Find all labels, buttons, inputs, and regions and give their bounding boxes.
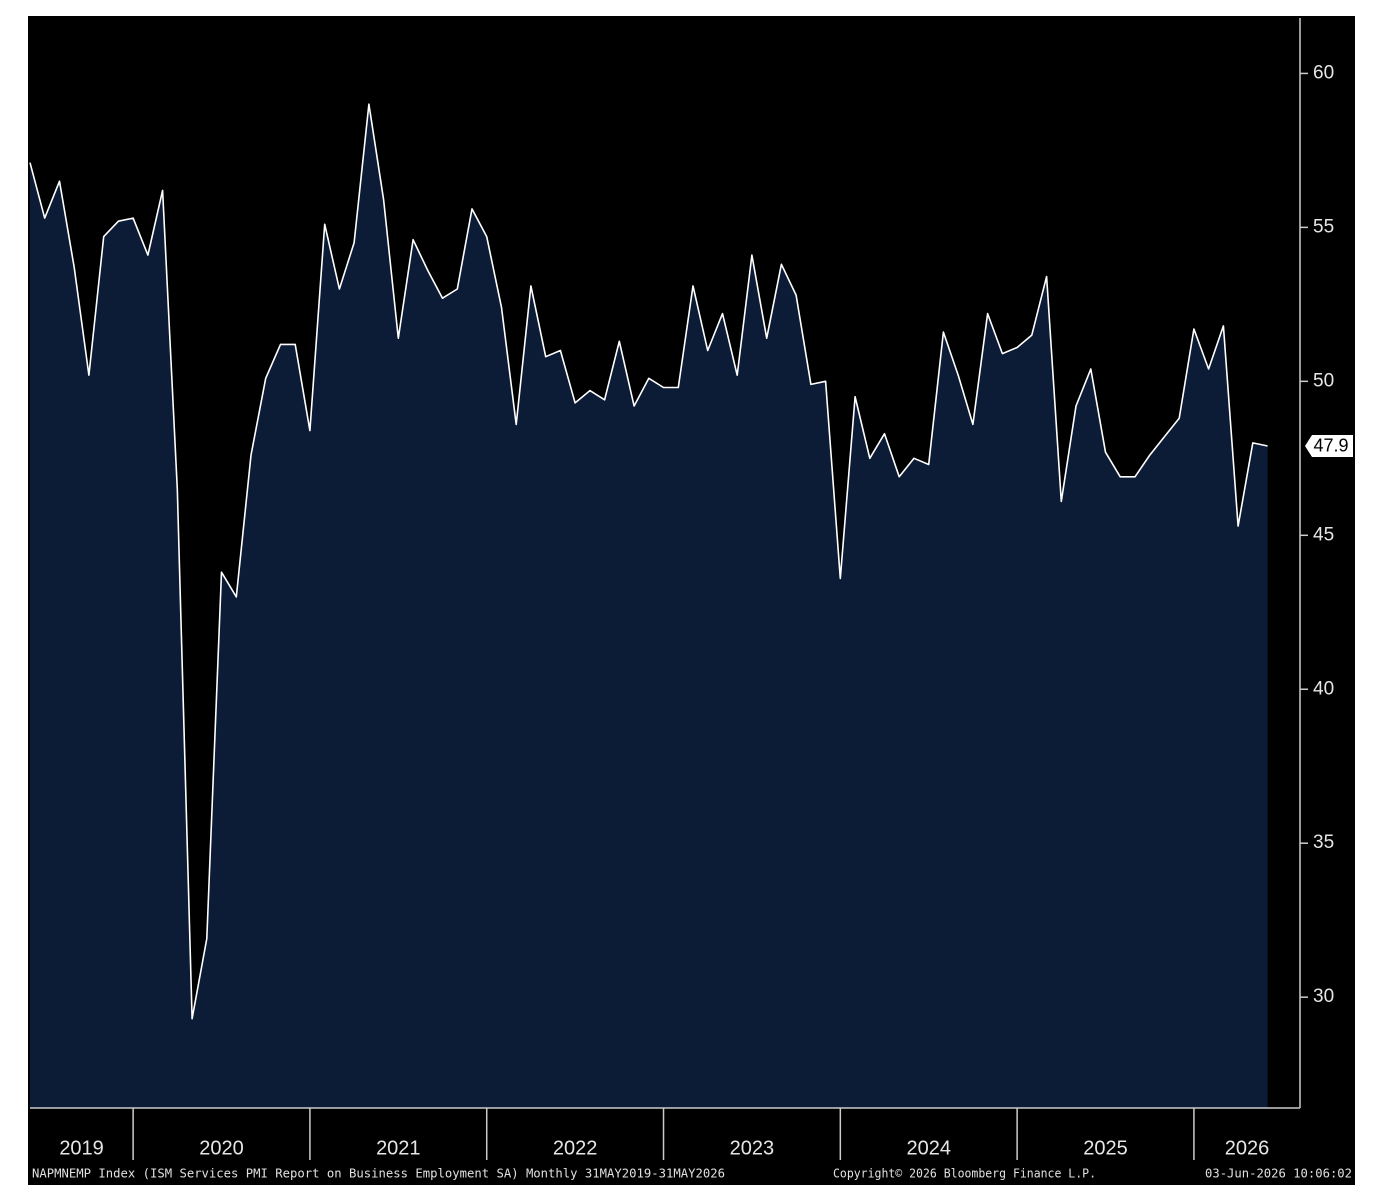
y-tick-label: 35 bbox=[1313, 832, 1334, 853]
line bbox=[29, 103, 1268, 1020]
x-tick-label: 2020 bbox=[199, 1137, 244, 1159]
last-value-box bbox=[1305, 434, 1353, 457]
x-tick-label: 2021 bbox=[376, 1137, 421, 1159]
last-value-label: 47.9 bbox=[1313, 436, 1348, 456]
x-tick-label: 2019 bbox=[59, 1137, 104, 1159]
copyright-note: Copyright© 2026 Bloomberg Finance L.P. bbox=[833, 1167, 1096, 1181]
area-fill bbox=[30, 104, 1268, 1108]
y-tick-label: 50 bbox=[1313, 370, 1334, 391]
x-tick-label: 2023 bbox=[730, 1137, 775, 1159]
source-note: NAPMNEMP Index (ISM Services PMI Report … bbox=[32, 1167, 725, 1181]
x-tick-label: 2022 bbox=[553, 1137, 598, 1159]
y-tick-label: 60 bbox=[1313, 62, 1334, 83]
x-tick-label: 2026 bbox=[1225, 1137, 1270, 1159]
x-tick-label: 2024 bbox=[906, 1137, 951, 1159]
y-tick-label: 40 bbox=[1313, 678, 1334, 699]
y-tick-label: 30 bbox=[1313, 986, 1334, 1007]
y-tick-label: 45 bbox=[1313, 524, 1334, 545]
timestamp: 03-Jun-2026 10:06:02 bbox=[1205, 1167, 1352, 1181]
x-tick-label: 2025 bbox=[1083, 1137, 1128, 1159]
y-tick-label: 55 bbox=[1313, 216, 1334, 237]
